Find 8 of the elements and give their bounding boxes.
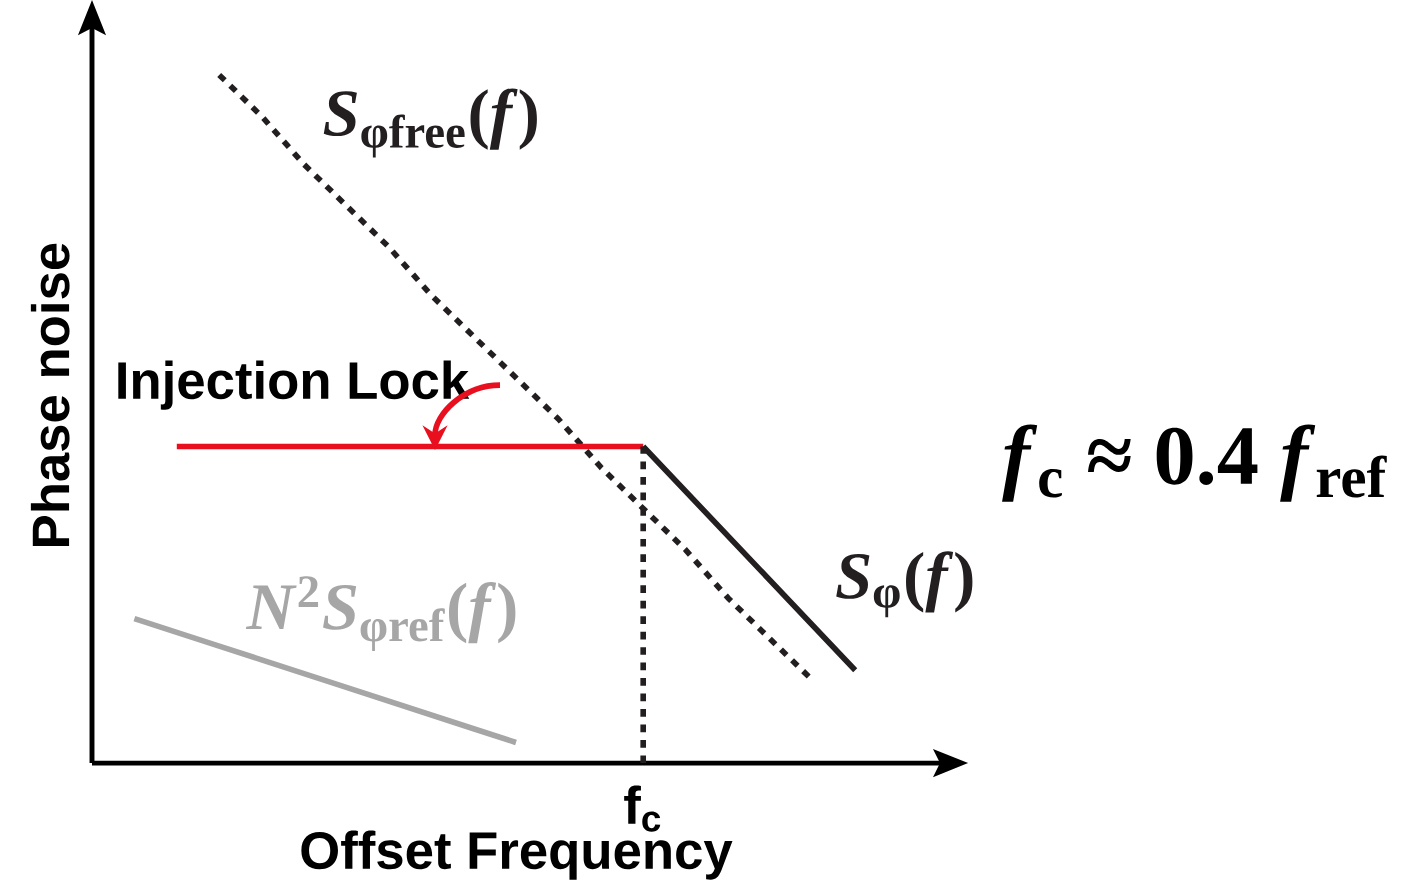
series-label: N$^{2}$S$_{φref}$(f) xyxy=(245,575,516,651)
text: f$_{c}$ ≈ 0.4 f$_{ref}$ xyxy=(1002,424,1387,502)
x-axis-title: Offset Frequency xyxy=(301,830,733,880)
series-label: S$_{φ}$(f) xyxy=(836,550,973,618)
annotation: Injection Lock xyxy=(118,360,470,410)
series-label: S$_{φfree}$(f) xyxy=(323,88,537,158)
y-axis-title: Phase noise xyxy=(30,243,70,546)
text: f$_{c}$ xyxy=(624,785,661,832)
